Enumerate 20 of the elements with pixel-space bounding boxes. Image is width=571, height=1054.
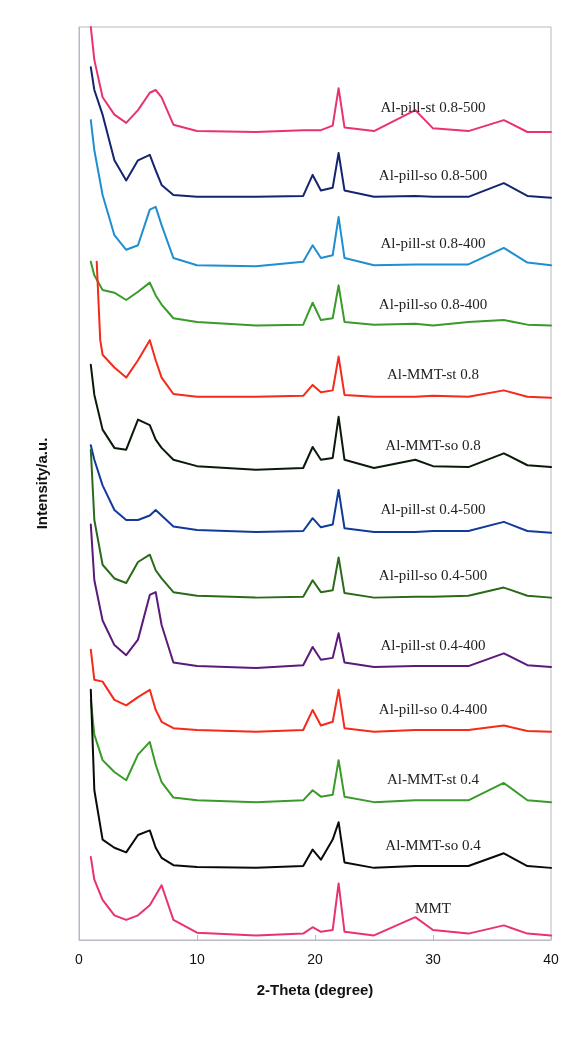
x-tick-label: 0 bbox=[75, 951, 84, 967]
x-tick-label: 40 bbox=[543, 951, 559, 967]
series-label: Al-pill-so 0.8-500 bbox=[378, 167, 488, 184]
x-tick-label: 30 bbox=[425, 951, 441, 967]
series-label: Al-pill-so 0.4-400 bbox=[378, 700, 488, 717]
x-tick-label: 10 bbox=[189, 951, 205, 967]
series-label: Al-pill-so 0.4-500 bbox=[378, 567, 488, 584]
series-label: Al-MMT-st 0.8 bbox=[387, 366, 479, 383]
series-label: MMT bbox=[415, 900, 451, 917]
x-tick-label: 20 bbox=[307, 951, 323, 967]
series-label: Al-pill-so 0.8-400 bbox=[378, 296, 488, 313]
series-label: Al-MMT-so 0.8 bbox=[385, 436, 481, 453]
series-label: Al-pill-st 0.8-500 bbox=[380, 98, 486, 115]
series-label: Al-MMT-st 0.4 bbox=[387, 770, 480, 787]
series-label: Al-pill-st 0.8-400 bbox=[380, 234, 486, 251]
x-axis-title: 2-Theta (degree) bbox=[256, 981, 374, 998]
y-axis-title: Intensity/a.u. bbox=[33, 437, 50, 530]
series-label: Al-pill-st 0.4-400 bbox=[380, 636, 486, 653]
series-label: Al-pill-st 0.4-500 bbox=[380, 501, 486, 518]
series-label: Al-MMT-so 0.4 bbox=[385, 836, 482, 853]
